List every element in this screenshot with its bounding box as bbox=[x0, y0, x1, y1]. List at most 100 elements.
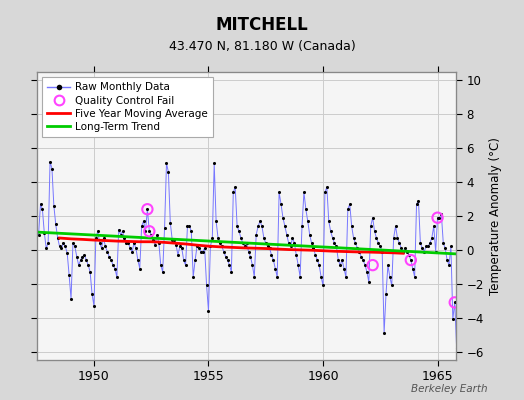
Point bbox=[451, 299, 459, 306]
Point bbox=[271, 265, 279, 272]
Point bbox=[107, 257, 115, 263]
Point bbox=[319, 282, 327, 289]
Point bbox=[51, 221, 60, 228]
Point bbox=[143, 206, 151, 212]
Point bbox=[376, 243, 385, 250]
Point bbox=[424, 243, 432, 250]
Point bbox=[359, 257, 367, 263]
Point bbox=[254, 223, 263, 229]
Point bbox=[449, 316, 457, 322]
Point bbox=[77, 257, 85, 263]
Point bbox=[454, 304, 463, 311]
Point bbox=[199, 248, 207, 255]
Point bbox=[243, 240, 251, 246]
Point bbox=[238, 240, 247, 246]
Point bbox=[69, 240, 77, 246]
Point bbox=[384, 262, 392, 268]
Point bbox=[451, 299, 459, 306]
Point bbox=[84, 262, 92, 268]
Point bbox=[363, 269, 371, 275]
Point bbox=[176, 243, 184, 250]
Point bbox=[391, 223, 400, 229]
Point bbox=[357, 254, 365, 260]
Point bbox=[223, 257, 232, 263]
Point bbox=[153, 232, 161, 238]
Point bbox=[195, 245, 203, 251]
Point bbox=[370, 228, 379, 234]
Point bbox=[217, 243, 226, 250]
Point bbox=[109, 262, 117, 268]
Point bbox=[126, 245, 134, 251]
Point bbox=[191, 257, 199, 263]
Point bbox=[294, 262, 302, 268]
Text: MITCHELL: MITCHELL bbox=[215, 16, 309, 34]
Point bbox=[229, 189, 237, 196]
Point bbox=[287, 243, 295, 250]
Point bbox=[308, 240, 316, 246]
Point bbox=[420, 248, 429, 255]
Point bbox=[428, 235, 436, 241]
Point bbox=[233, 223, 242, 229]
Point bbox=[122, 240, 130, 246]
Point bbox=[397, 245, 406, 251]
Point bbox=[250, 274, 258, 280]
Point bbox=[147, 232, 156, 238]
Point bbox=[445, 262, 453, 268]
Point bbox=[130, 240, 138, 246]
Point bbox=[281, 223, 289, 229]
Point bbox=[321, 189, 329, 196]
Point bbox=[225, 262, 234, 268]
Point bbox=[441, 245, 450, 251]
Point bbox=[361, 262, 369, 268]
Point bbox=[303, 218, 312, 224]
Point bbox=[326, 228, 335, 234]
Point bbox=[145, 228, 154, 234]
Point bbox=[334, 257, 343, 263]
Point bbox=[168, 236, 177, 243]
Point bbox=[100, 235, 108, 241]
Point bbox=[157, 262, 165, 268]
Point bbox=[265, 245, 274, 251]
Point bbox=[139, 218, 148, 224]
Point bbox=[368, 262, 377, 268]
Point bbox=[399, 248, 407, 255]
Point bbox=[264, 243, 272, 250]
Point bbox=[61, 243, 70, 250]
Point bbox=[425, 240, 434, 246]
Point bbox=[439, 240, 447, 246]
Point bbox=[128, 248, 136, 255]
Point bbox=[101, 243, 110, 250]
Point bbox=[431, 248, 440, 255]
Point bbox=[300, 189, 308, 196]
Point bbox=[160, 225, 169, 231]
Point bbox=[378, 248, 386, 255]
Point bbox=[86, 269, 94, 275]
Point bbox=[437, 211, 445, 218]
Point bbox=[136, 265, 144, 272]
Point bbox=[353, 245, 362, 251]
Point bbox=[193, 243, 201, 250]
Point bbox=[189, 274, 198, 280]
Point bbox=[298, 223, 306, 229]
Point bbox=[180, 257, 188, 263]
Point bbox=[208, 235, 216, 241]
Point bbox=[418, 245, 427, 251]
Point bbox=[273, 274, 281, 280]
Point bbox=[235, 228, 243, 234]
Point bbox=[111, 265, 119, 272]
Point bbox=[162, 160, 171, 167]
Point bbox=[401, 245, 409, 251]
Point bbox=[324, 218, 333, 224]
Point bbox=[222, 254, 230, 260]
Point bbox=[433, 214, 442, 221]
Point bbox=[336, 262, 344, 268]
Point bbox=[386, 274, 394, 280]
Point bbox=[202, 282, 211, 289]
Point bbox=[196, 248, 205, 255]
Point bbox=[143, 206, 151, 212]
Point bbox=[412, 201, 421, 207]
Point bbox=[90, 302, 98, 309]
Point bbox=[315, 262, 323, 268]
Point bbox=[164, 169, 172, 175]
Point bbox=[409, 265, 417, 272]
